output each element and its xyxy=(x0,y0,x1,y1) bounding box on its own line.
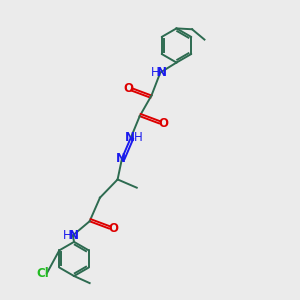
Text: O: O xyxy=(108,222,118,235)
Text: N: N xyxy=(116,152,126,165)
Text: N: N xyxy=(69,229,79,242)
Text: N: N xyxy=(157,66,167,79)
Text: H: H xyxy=(134,131,142,144)
Text: Cl: Cl xyxy=(36,267,49,280)
Text: O: O xyxy=(123,82,133,95)
Text: H: H xyxy=(151,66,159,79)
Text: H: H xyxy=(63,229,72,242)
Text: O: O xyxy=(158,117,168,130)
Text: N: N xyxy=(125,131,135,144)
